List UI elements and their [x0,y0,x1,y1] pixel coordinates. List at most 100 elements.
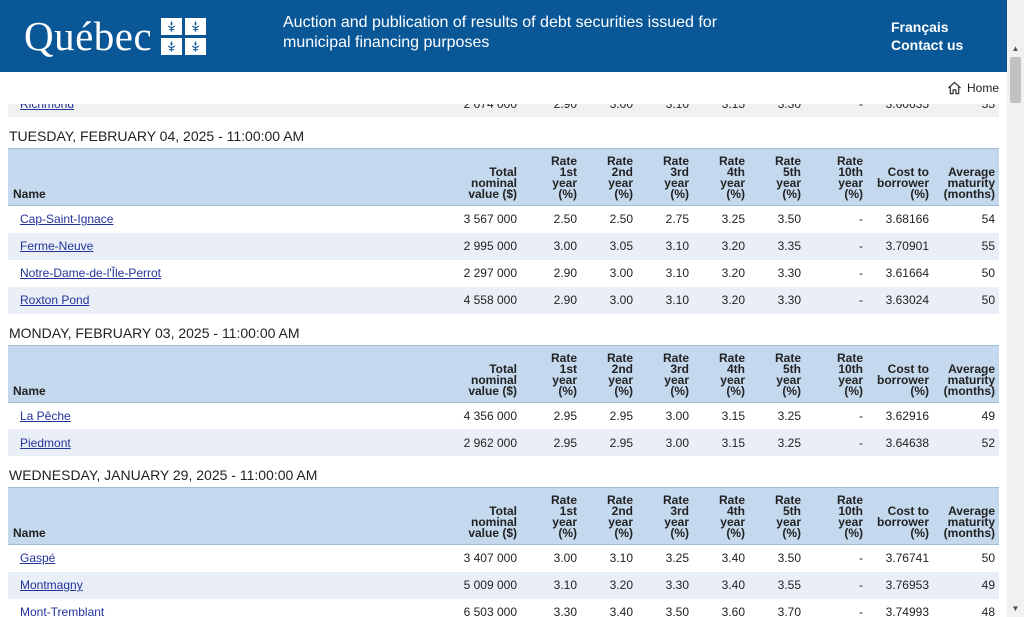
municipality-link[interactable]: Ferme-Neuve [20,239,94,253]
cell-name: Roxton Pond [8,286,456,314]
cell-maturity: 50 [933,259,999,287]
cell-r3: 2.75 [637,205,693,233]
header-line: (%) [558,187,577,201]
cell-r5: 3.55 [749,571,805,599]
cell-total: 3 407 000 [456,544,521,572]
header-line: Rate [718,350,745,365]
cell-r10: - [805,429,867,456]
header-name: Name [8,487,456,545]
cell-r5: 3.70 [749,598,805,617]
table-row: Cap-Saint-Ignace 3 567 000 2.50 2.50 2.75 3.2… [8,205,999,233]
header-r5: Rate 5th year (%) [749,487,805,545]
contact-link[interactable]: Contact us [891,37,964,53]
cell-r4: 3.60 [693,598,749,617]
header-line: 2nd [611,361,633,376]
header-line: nominal [470,515,517,529]
municipality-link[interactable]: Piedmont [20,435,71,450]
header-line: year [720,515,745,529]
cell-r2: 2.50 [581,205,637,233]
results-table: Name Total nominal value ($) Rate 1st year (%) R… [8,487,999,617]
header-line: (%) [910,187,929,201]
municipality-link[interactable]: Roxton Pond [20,293,90,307]
cell-r1: 2.50 [521,205,581,233]
header-line: year [776,176,801,190]
municipality-link[interactable]: Notre-Dame-de-l'Île-Perrot [20,266,161,280]
table-header-row: Name Total nominal value ($) Rate 1st year (%) R… [8,148,999,206]
header-line: year [776,372,801,387]
cell-maturity: 48 [933,598,999,617]
header-line: 1st [559,504,577,518]
header-r4: Rate 4th year (%) [693,148,749,206]
cell-maturity: 50 [933,544,999,572]
header-line: Rate [774,350,801,365]
cell-name: Montmagny [8,571,456,599]
header-line: year [838,176,863,190]
header-maturity: Average maturity (months) [933,148,999,206]
header-line: year [552,176,577,190]
header-r3: Rate 3rd year (%) [637,487,693,545]
scroll-up-arrow-icon[interactable]: ▲ [1011,44,1020,53]
cell-r4: 3.40 [693,544,749,572]
cell-r3: 3.10 [637,232,693,260]
header-line: borrower [876,176,929,190]
quebec-logo[interactable]: Québec [24,12,207,60]
header-line: 2nd [611,504,633,518]
header-line: (%) [670,383,689,398]
vertical-scrollbar[interactable]: ▲ ▼ [1007,0,1024,617]
home-link[interactable]: Home [947,81,999,95]
language-link[interactable]: Français [891,19,949,35]
header-line: 5th [783,165,801,179]
header-line: (%) [558,526,577,540]
municipality-link[interactable]: Montmagny [20,578,83,592]
header-line: value ($) [468,187,517,201]
scrollbar-thumb[interactable] [1010,57,1021,103]
header-line: (%) [782,187,801,201]
header-line: year [838,372,863,387]
header-line: 3rd [670,504,689,518]
cell-r10: - [805,402,867,429]
table-header-row: Name Total nominal value ($) Rate 1st year (%) R… [8,487,999,545]
header-line: year [776,515,801,529]
cell-r3: 3.50 [637,598,693,617]
cell-r10: - [805,598,867,617]
header-line: Average [948,165,995,179]
cell-r1: 2.90 [521,259,581,287]
auction-date-title: WEDNESDAY, JANUARY 29, 2025 - 11:00:00 A… [9,467,318,483]
cell-name: Ferme-Neuve [8,232,456,260]
cell-name: Gaspé [8,544,456,572]
cell-r10: - [805,544,867,572]
cell-cost: 3.70901 [867,232,933,260]
cell-r10: - [805,571,867,599]
header-line: 4th [727,361,745,376]
cell-cost: 3.74993 [867,598,933,617]
table-row: Ferme-Neuve 2 995 000 3.00 3.05 3.10 3.20 3.35… [8,232,999,260]
cell-r4: 3.40 [693,571,749,599]
cell-r5: 3.25 [749,429,805,456]
home-icon [948,81,961,95]
header-line: Average [948,361,995,376]
header-line: Rate [606,350,633,365]
header-cost: Cost to borrower (%) [867,344,933,403]
header-r3: Rate 3rd year (%) [637,148,693,206]
municipality-link[interactable]: Cap-Saint-Ignace [20,212,114,227]
header-r1: Rate 1st year (%) [521,148,581,206]
cell-total: 5 009 000 [456,571,521,599]
cell-r1: 3.10 [521,571,581,599]
municipality-link[interactable]: Gaspé [20,551,56,566]
table-row: Notre-Dame-de-l'Île-Perrot 2 297 000 2.90 3… [8,259,999,287]
header-line: Cost to [887,361,929,376]
header-line: (%) [844,383,863,398]
cell-r5: 3.50 [749,205,805,233]
cell-name: La Pêche [8,402,456,429]
auction-section: MONDAY, FEBRUARY 03, 2025 - 11:00:00 AM N… [8,314,999,456]
header-line: 3rd [670,361,689,376]
header-line: borrower [876,372,929,387]
header-line: year [608,176,633,190]
municipality-link[interactable]: Mont-Tremblant [20,605,105,617]
header-cost: Cost to borrower (%) [867,148,933,206]
scroll-down-arrow-icon[interactable]: ▼ [1011,604,1020,613]
header-line: (%) [726,526,745,540]
municipality-link[interactable]: La Pêche [20,408,71,423]
cell-name: Piedmont [8,429,456,456]
site-header: Québec Auction and publication of result… [0,0,1007,72]
